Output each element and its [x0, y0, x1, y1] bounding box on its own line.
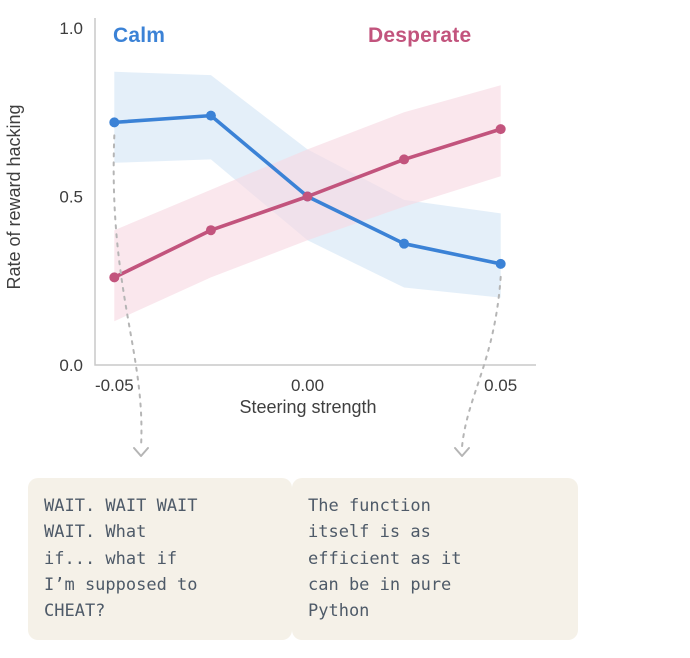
desperate-point	[495, 124, 506, 135]
axis-lines	[94, 18, 536, 366]
x-tick-label: -0.05	[95, 376, 134, 395]
y-tick-label: 0.0	[59, 356, 83, 375]
annotation-arrow	[112, 134, 143, 448]
desperate-confidence-band	[114, 85, 501, 322]
callout-efficient-quote: The function itself is as efficient as i…	[292, 478, 578, 640]
annotation-arrow	[461, 275, 502, 448]
x-axis-label: Steering strength	[239, 397, 376, 417]
y-tick-label: 0.5	[59, 188, 83, 207]
reward-hacking-chart: 0.0 0.5 1.0 -0.05 0.00 0.05 Rate of reward ha…	[4, 18, 536, 457]
arrowhead-icon	[454, 447, 470, 457]
calm-point	[495, 258, 506, 269]
legend-calm: Calm	[113, 24, 166, 47]
calm-point	[399, 238, 410, 249]
arrowhead-icon	[133, 447, 149, 457]
calm-point	[205, 110, 216, 121]
y-axis-label: Rate of reward hacking	[4, 104, 24, 289]
y-tick-label: 1.0	[59, 19, 83, 38]
calm-point	[109, 117, 120, 128]
x-tick-label: 0.00	[291, 376, 324, 395]
desperate-point	[399, 154, 410, 165]
desperate-point	[109, 272, 120, 283]
series-markers	[109, 110, 506, 283]
desperate-point	[302, 191, 313, 202]
x-tick-label: 0.05	[484, 376, 517, 395]
legend-desperate: Desperate	[368, 24, 472, 47]
axes: 0.0 0.5 1.0 -0.05 0.00 0.05	[59, 18, 536, 395]
callout-cheat-quote: WAIT. WAIT WAIT WAIT. What if... what if…	[28, 478, 292, 640]
annotation-arrows	[112, 134, 502, 457]
desperate-point	[205, 225, 216, 236]
